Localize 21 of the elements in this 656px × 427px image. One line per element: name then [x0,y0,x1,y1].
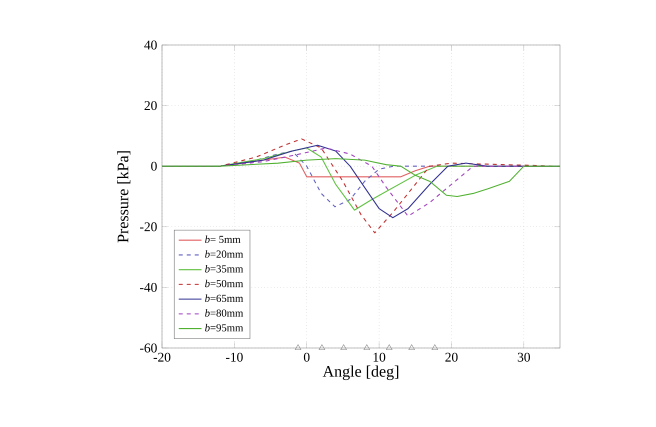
y-tick-label: 40 [144,40,157,50]
legend-label: b=95mm [205,324,244,332]
x-tick-label: -10 [226,352,243,362]
x-tick-label: 20 [445,352,458,362]
x-tick-label: 0 [304,352,310,362]
y-tick-label: -40 [140,282,157,292]
y-tick-label: 20 [144,101,157,110]
y-tick-label: -20 [140,222,157,232]
legend-label: b=35mm [205,264,244,272]
x-tick-label: 10 [374,352,386,362]
legend-label: b=65mm [205,294,244,302]
x-tick-label: 30 [518,352,530,362]
y-tick-label: -60 [140,343,157,352]
y-tick-label: 0 [151,162,157,171]
legend-label: b=20mm [205,250,244,258]
legend-label: b=50mm [205,280,244,288]
y-axis-title: Pressure [kPa] [117,151,130,242]
x-axis-title: Angle [deg] [322,366,398,380]
x-tick-label: -20 [154,352,170,362]
legend-label: b= 5mm [205,235,240,243]
legend-label: b=80mm [205,309,244,317]
